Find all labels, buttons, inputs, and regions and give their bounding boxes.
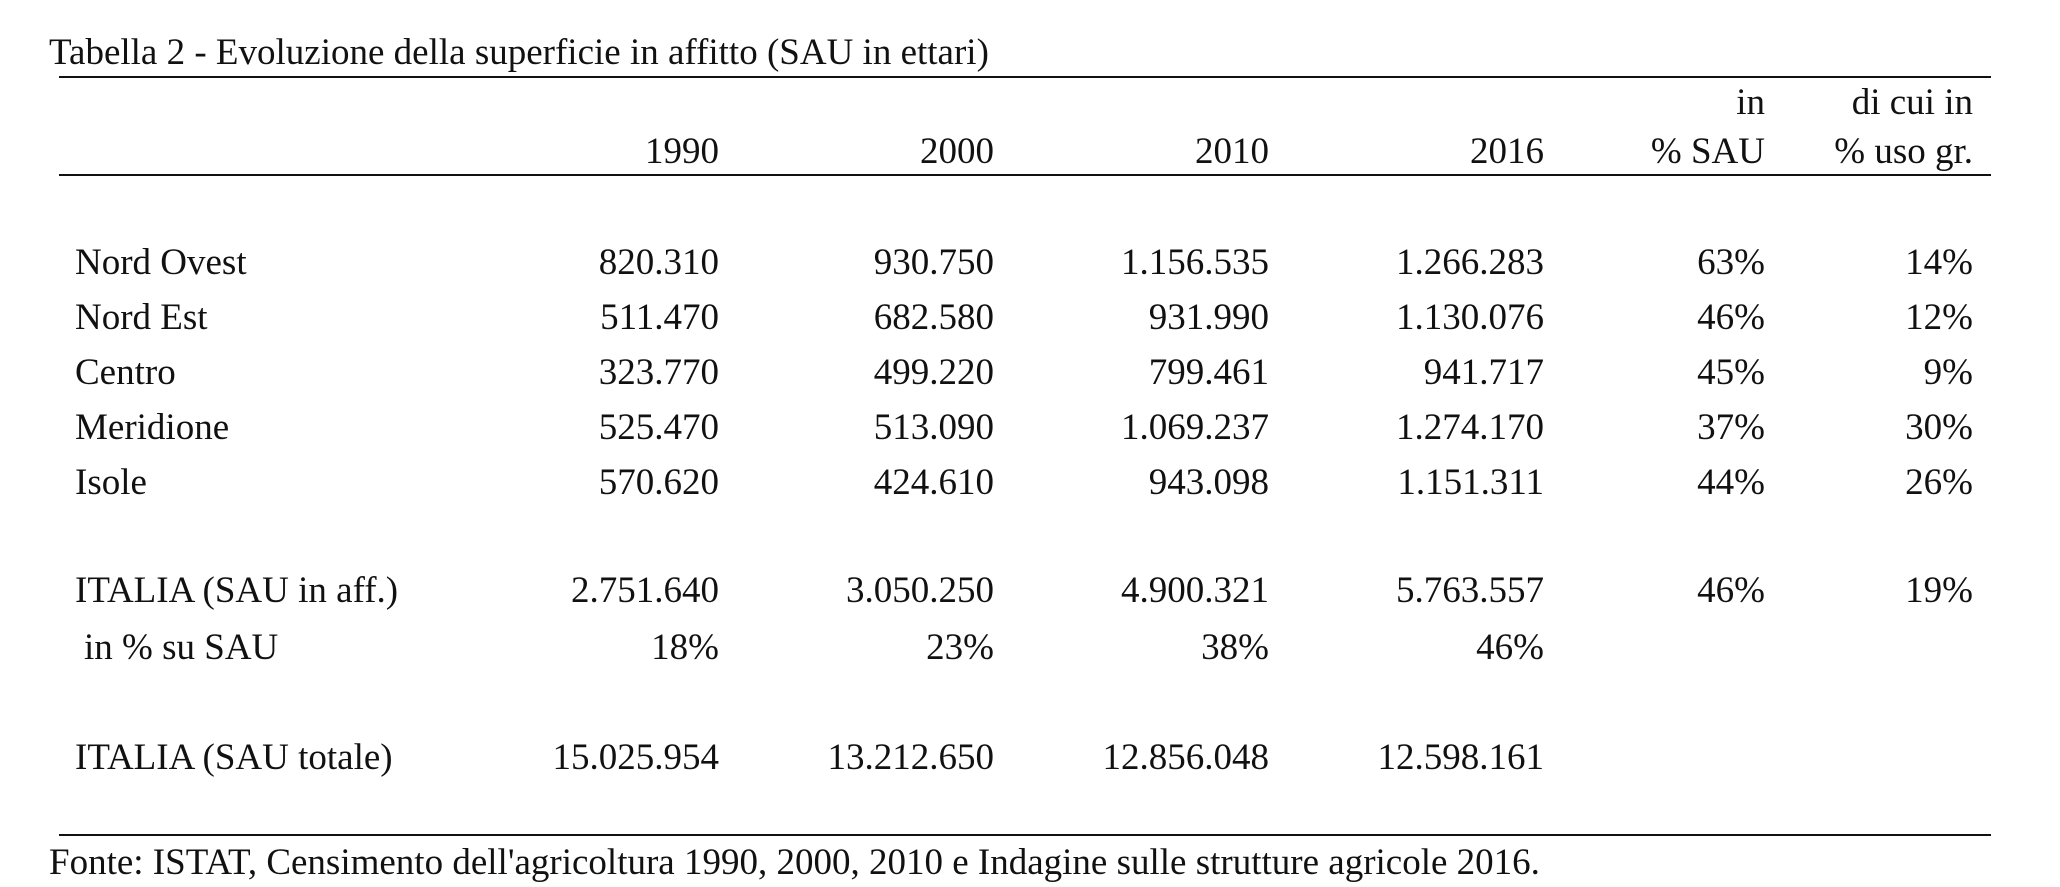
table-cell: 1.151.311: [1397, 462, 1544, 503]
row-label-italia-totale: ITALIA (SAU totale): [75, 737, 393, 778]
header-pct-uso-line2: % uso gr.: [1834, 131, 1973, 172]
table-cell: 19%: [1905, 570, 1973, 611]
table-cell: 37%: [1697, 407, 1765, 448]
table-title: Tabella 2 - Evoluzione della superficie …: [49, 32, 989, 73]
table-cell: 12.598.161: [1377, 737, 1545, 778]
table-cell: 63%: [1697, 242, 1765, 283]
header-pct-sau-line2: % SAU: [1650, 131, 1765, 172]
table-cell: 13.212.650: [827, 737, 995, 778]
table-cell: 23%: [926, 627, 994, 668]
table-cell: 5.763.557: [1396, 570, 1544, 611]
table-cell: 941.717: [1423, 352, 1544, 393]
bottom-rule: [59, 834, 1991, 836]
header-pct-sau-line1: in: [1736, 82, 1765, 123]
table-cell: 930.750: [873, 242, 994, 283]
table-cell: 931.990: [1148, 297, 1269, 338]
row-label-isole: Isole: [75, 462, 147, 503]
table-cell: 525.470: [598, 407, 719, 448]
table-cell: 682.580: [873, 297, 994, 338]
table-cell: 513.090: [873, 407, 994, 448]
row-label-nord-ovest: Nord Ovest: [75, 242, 247, 283]
table-cell: 1.156.535: [1121, 242, 1269, 283]
table-cell: 30%: [1905, 407, 1973, 448]
table-cell: 799.461: [1148, 352, 1269, 393]
row-label-nord-est: Nord Est: [75, 297, 208, 338]
header-2000: 2000: [920, 131, 994, 172]
table-cell: 12.856.048: [1102, 737, 1270, 778]
row-label-meridione: Meridione: [75, 407, 230, 448]
header-pct-uso-line1: di cui in: [1851, 82, 1973, 123]
table-cell: 820.310: [598, 242, 719, 283]
table-cell: 18%: [651, 627, 719, 668]
row-label-in-pct-su-sau: in % su SAU: [84, 627, 279, 668]
header-rule: [59, 174, 1991, 176]
table-cell: 1.266.283: [1396, 242, 1544, 283]
table-cell: 46%: [1697, 570, 1765, 611]
source-note: Fonte: ISTAT, Censimento dell'agricoltur…: [49, 842, 1540, 883]
table-cell: 4.900.321: [1121, 570, 1269, 611]
header-2010: 2010: [1195, 131, 1269, 172]
table-cell: 15.025.954: [552, 737, 720, 778]
table-cell: 1.069.237: [1121, 407, 1269, 448]
table-cell: 38%: [1201, 627, 1269, 668]
table-cell: 9%: [1923, 352, 1973, 393]
table-cell: 46%: [1476, 627, 1544, 668]
table-cell: 1.274.170: [1396, 407, 1544, 448]
table-cell: 2.751.640: [571, 570, 719, 611]
table-cell: 12%: [1905, 297, 1973, 338]
top-rule: [59, 76, 1991, 78]
table-cell: 943.098: [1148, 462, 1269, 503]
table-cell: 511.470: [600, 297, 719, 338]
table-cell: 45%: [1697, 352, 1765, 393]
header-1990: 1990: [645, 131, 719, 172]
row-label-italia-aff: ITALIA (SAU in aff.): [75, 570, 399, 611]
table-cell: 14%: [1905, 242, 1973, 283]
table-cell: 424.610: [873, 462, 994, 503]
table-cell: 499.220: [873, 352, 994, 393]
table-cell: 46%: [1697, 297, 1765, 338]
table-cell: 570.620: [598, 462, 719, 503]
table-cell: 3.050.250: [846, 570, 994, 611]
table-cell: 1.130.076: [1396, 297, 1544, 338]
table-cell: 26%: [1905, 462, 1973, 503]
table-cell: 44%: [1697, 462, 1765, 503]
row-label-centro: Centro: [75, 352, 176, 393]
table-cell: 323.770: [598, 352, 719, 393]
header-2016: 2016: [1470, 131, 1544, 172]
